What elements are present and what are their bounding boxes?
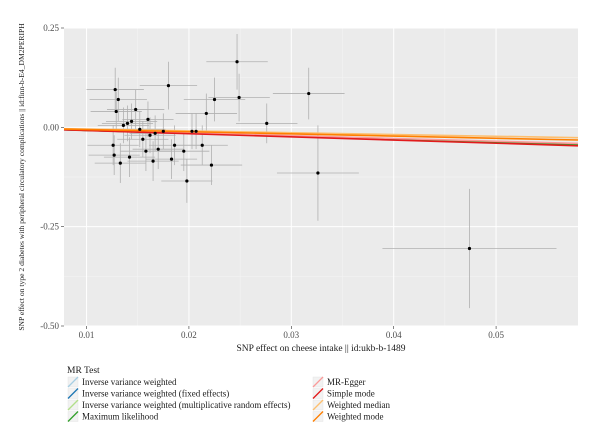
legend-key-line (312, 399, 324, 411)
data-point (116, 97, 120, 102)
data-point (235, 60, 239, 64)
x-tick-label: 0.02 (181, 330, 197, 340)
y-tick-label: -0.50 (40, 321, 59, 331)
legend-key-line (67, 411, 79, 422)
legend-label: MR-Egger (327, 377, 366, 387)
legend-key-line (67, 388, 79, 399)
data-point (146, 117, 150, 121)
data-point (121, 123, 125, 127)
data-point (172, 143, 177, 147)
data-points (111, 60, 472, 251)
data-point (166, 84, 171, 88)
x-axis-label: SNP effect on cheese intake || id:ukb-b-… (237, 343, 406, 354)
mr-fit-lines (63, 127, 579, 147)
data-point (190, 129, 194, 133)
grid-lines (64, 27, 578, 327)
data-point (148, 133, 152, 137)
x-tick-label: 0.04 (386, 330, 402, 340)
y-tick-label: 0.00 (43, 122, 59, 132)
legend-key-line (312, 376, 324, 388)
data-point (316, 171, 320, 175)
data-point (114, 109, 118, 114)
data-point (125, 121, 130, 125)
data-point (212, 97, 217, 102)
data-point (144, 149, 148, 153)
data-point (134, 107, 138, 112)
data-point (141, 137, 145, 141)
x-tick-label: 0.03 (283, 330, 299, 340)
y-tick-label: -0.25 (40, 222, 59, 232)
legend-label: Inverse variance weighted (multiplicativ… (82, 400, 291, 410)
data-point (467, 246, 472, 251)
data-point (307, 91, 311, 96)
data-point (200, 143, 204, 147)
legend-label: Maximum likelihood (82, 412, 159, 422)
y-axis-label: SNP effect on type 2 diabetes with perip… (17, 23, 26, 331)
legend-label: Weighted median (327, 400, 391, 410)
data-point (118, 161, 122, 165)
data-point (138, 127, 142, 131)
data-point (151, 159, 155, 163)
data-point (113, 87, 117, 92)
legend-label: Weighted mode (327, 412, 384, 422)
data-point (111, 143, 115, 147)
legend-title: MR Test (67, 366, 100, 376)
legend-key-line (312, 388, 324, 399)
data-point (265, 121, 269, 125)
data-point (182, 149, 186, 153)
legend-label: Inverse variance weighted (82, 377, 177, 387)
fit-line (63, 129, 579, 147)
fit-line (63, 128, 579, 141)
legend-key-line (67, 399, 79, 411)
legend: Inverse variance weighted Inverse varianc… (67, 376, 391, 422)
data-point (129, 119, 134, 123)
data-point (185, 179, 189, 183)
data-point (156, 147, 160, 151)
x-tick-label: 0.05 (488, 330, 504, 340)
legend-label: Simple mode (327, 389, 375, 399)
x-axis-ticks: 0.01 0.02 0.03 0.04 0.05 (79, 326, 504, 340)
data-point (194, 129, 198, 133)
data-point (209, 163, 214, 167)
y-axis-ticks: 0.25 0.00 -0.25 -0.50 (40, 23, 64, 331)
data-point (161, 129, 165, 133)
legend-key-line (312, 411, 324, 422)
data-point (169, 157, 174, 161)
legend-label: Inverse variance weighted (fixed effects… (82, 389, 229, 399)
data-point (112, 153, 116, 157)
data-point (204, 111, 208, 116)
legend-key-line (67, 376, 79, 388)
x-tick-label: 0.01 (79, 330, 95, 340)
y-tick-label: 0.25 (43, 23, 59, 33)
data-point (127, 155, 132, 159)
data-point (153, 131, 157, 135)
data-point (237, 95, 241, 100)
